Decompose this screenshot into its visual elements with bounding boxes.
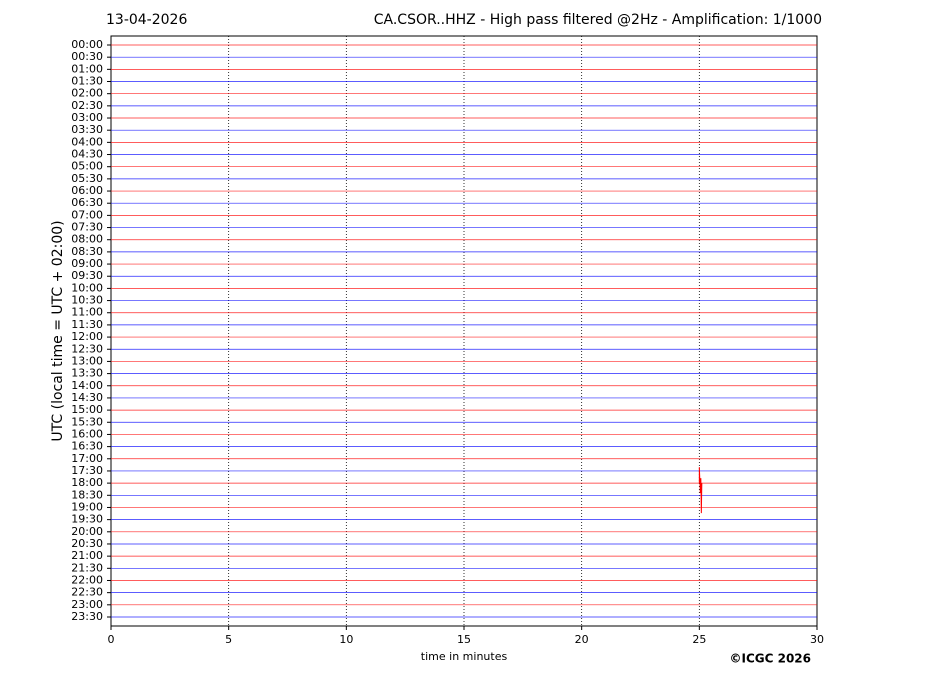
y-tick-label: 22:30 bbox=[71, 586, 103, 599]
date: 13-04-2026 bbox=[106, 12, 187, 28]
y-tick-label: 21:30 bbox=[71, 561, 103, 574]
y-tick-label: 13:30 bbox=[71, 367, 103, 380]
y-tick-label: 11:00 bbox=[71, 306, 103, 319]
y-tick-label: 18:30 bbox=[71, 488, 103, 501]
y-tick-label: 11:30 bbox=[71, 318, 103, 331]
y-tick-label: 09:30 bbox=[71, 269, 103, 282]
y-tick-label: 06:30 bbox=[71, 196, 103, 209]
y-tick-label: 10:30 bbox=[71, 294, 103, 307]
chart-title: CA.CSOR..HHZ - High pass filtered @2Hz -… bbox=[374, 12, 822, 28]
x-tick-label: 5 bbox=[225, 633, 232, 646]
y-tick-label: 23:00 bbox=[71, 598, 103, 611]
y-tick-label: 04:00 bbox=[71, 135, 103, 148]
y-tick-label: 06:00 bbox=[71, 184, 103, 197]
y-tick-label: 19:30 bbox=[71, 513, 103, 526]
y-tick-label: 05:00 bbox=[71, 160, 103, 173]
x-tick-label: 10 bbox=[339, 633, 353, 646]
y-tick-label: 08:30 bbox=[71, 245, 103, 258]
y-tick-label: 03:00 bbox=[71, 111, 103, 124]
y-tick-label: 07:00 bbox=[71, 208, 103, 221]
y-tick-label: 16:00 bbox=[71, 427, 103, 440]
y-tick-label: 00:30 bbox=[71, 50, 103, 63]
y-tick-label: 08:00 bbox=[71, 233, 103, 246]
y-tick-label: 21:00 bbox=[71, 549, 103, 562]
y-tick-label: 15:30 bbox=[71, 415, 103, 428]
y-tick-label: 12:00 bbox=[71, 330, 103, 343]
y-tick-label: 20:30 bbox=[71, 537, 103, 550]
y-tick-label: 02:00 bbox=[71, 87, 103, 100]
x-tick-label: 15 bbox=[457, 633, 471, 646]
y-tick-label: 22:00 bbox=[71, 573, 103, 586]
y-tick-label: 19:00 bbox=[71, 500, 103, 513]
y-tick-label: 01:30 bbox=[71, 75, 103, 88]
y-tick-label: 14:00 bbox=[71, 379, 103, 392]
copyright: ©ICGC 2026 bbox=[729, 652, 811, 666]
y-tick-label: 20:00 bbox=[71, 525, 103, 538]
y-tick-label: 15:00 bbox=[71, 403, 103, 416]
x-tick-label: 20 bbox=[575, 633, 589, 646]
y-tick-label: 07:30 bbox=[71, 221, 103, 234]
y-tick-label: 12:30 bbox=[71, 342, 103, 355]
y-tick-label: 02:30 bbox=[71, 99, 103, 112]
y-tick-label: 10:00 bbox=[71, 281, 103, 294]
y-tick-label: 18:00 bbox=[71, 476, 103, 489]
y-tick-label: 23:30 bbox=[71, 610, 103, 623]
y-axis-label: UTC (local time = UTC + 02:00) bbox=[50, 220, 66, 441]
y-tick-label: 13:00 bbox=[71, 354, 103, 367]
y-tick-label: 05:30 bbox=[71, 172, 103, 185]
y-tick-label: 09:00 bbox=[71, 257, 103, 270]
y-tick-label: 16:30 bbox=[71, 440, 103, 453]
x-tick-label: 0 bbox=[108, 633, 115, 646]
y-tick-label: 03:30 bbox=[71, 123, 103, 136]
y-tick-label: 00:00 bbox=[71, 38, 103, 51]
event-spike bbox=[698, 467, 703, 514]
y-tick-label: 17:30 bbox=[71, 464, 103, 477]
x-tick-label: 30 bbox=[810, 633, 824, 646]
x-tick-label: 25 bbox=[692, 633, 706, 646]
y-tick-label: 04:30 bbox=[71, 148, 103, 161]
y-tick-label: 17:00 bbox=[71, 452, 103, 465]
x-axis-label: time in minutes bbox=[421, 650, 508, 663]
y-tick-label: 14:30 bbox=[71, 391, 103, 404]
y-tick-label: 01:00 bbox=[71, 62, 103, 75]
